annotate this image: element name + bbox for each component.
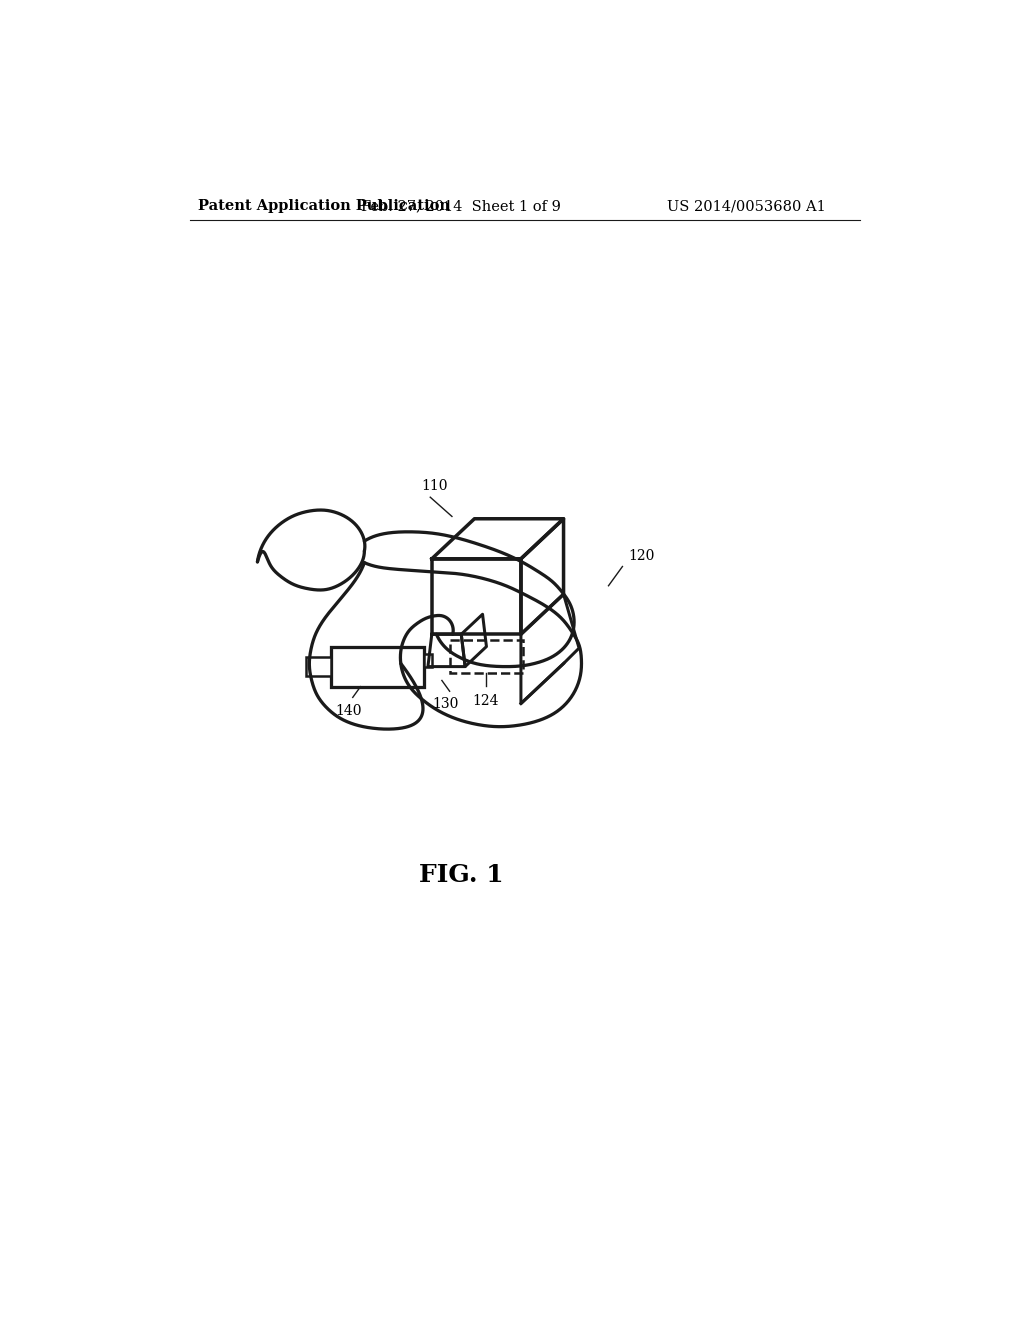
Bar [424, 655, 432, 667]
Text: Patent Application Publication: Patent Application Publication [198, 199, 450, 213]
Bar [306, 657, 331, 676]
Text: 110: 110 [421, 479, 447, 494]
Text: 130: 130 [432, 697, 459, 711]
Text: Feb. 27, 2014  Sheet 1 of 9: Feb. 27, 2014 Sheet 1 of 9 [361, 199, 561, 213]
Text: 124: 124 [473, 693, 500, 708]
Text: 120: 120 [628, 549, 654, 562]
Text: US 2014/0053680 A1: US 2014/0053680 A1 [667, 199, 825, 213]
Text: FIG. 1: FIG. 1 [419, 862, 504, 887]
Text: 140: 140 [336, 704, 362, 718]
Bar [331, 647, 424, 686]
Bar [450, 640, 523, 673]
